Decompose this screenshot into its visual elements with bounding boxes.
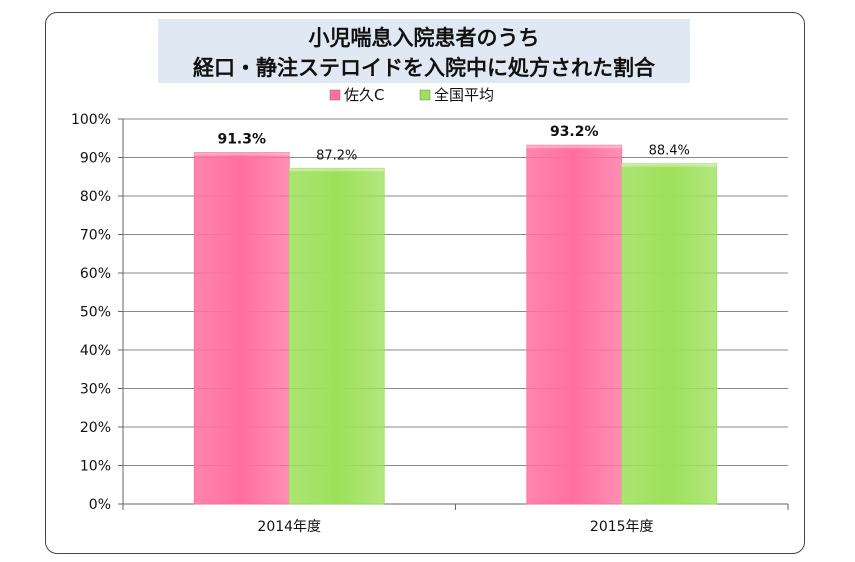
y-tick-label: 0% [89,497,111,513]
bar-全国平均 [621,163,718,505]
bar-佐久C [193,152,290,505]
y-tick-label: 90% [80,151,111,167]
y-tick-label: 60% [80,266,111,282]
chart-title-line-2: 経口・静注ステロイドを入院中に処方された割合 [193,56,655,80]
bar-top-highlight [621,163,717,167]
x-tick-label: 2014年度 [257,519,321,535]
data-label: 87.2% [316,148,357,163]
bar-top-highlight [526,145,622,149]
bar-top-highlight [194,152,290,156]
bar-佐久C [526,144,623,505]
data-label: 93.2% [550,124,599,140]
y-tick-label: 50% [80,305,111,321]
y-tick-label: 40% [80,343,111,359]
legend-swatch [329,89,341,101]
y-tick-label: 20% [80,420,111,436]
y-tick-label: 80% [80,189,111,205]
y-tick-label: 10% [80,459,111,475]
bar-全国平均 [288,167,385,505]
data-label: 91.3% [217,131,266,147]
legend-swatch [419,89,431,101]
chart-title-line-1: 小児喘息入院患者のうち [308,26,540,50]
data-label: 88.4% [649,144,690,159]
chart-title: 小児喘息入院患者のうち 経口・静注ステロイドを入院中に処方された割合 [158,19,690,83]
y-tick-label: 70% [80,228,111,244]
legend-label: 全国平均 [434,86,494,104]
y-tick-label: 30% [80,382,111,398]
x-tick-label: 2015年度 [590,519,654,535]
bar-top-highlight [289,168,385,172]
y-tick-label: 100% [71,112,111,128]
legend-label: 佐久C [344,86,384,104]
